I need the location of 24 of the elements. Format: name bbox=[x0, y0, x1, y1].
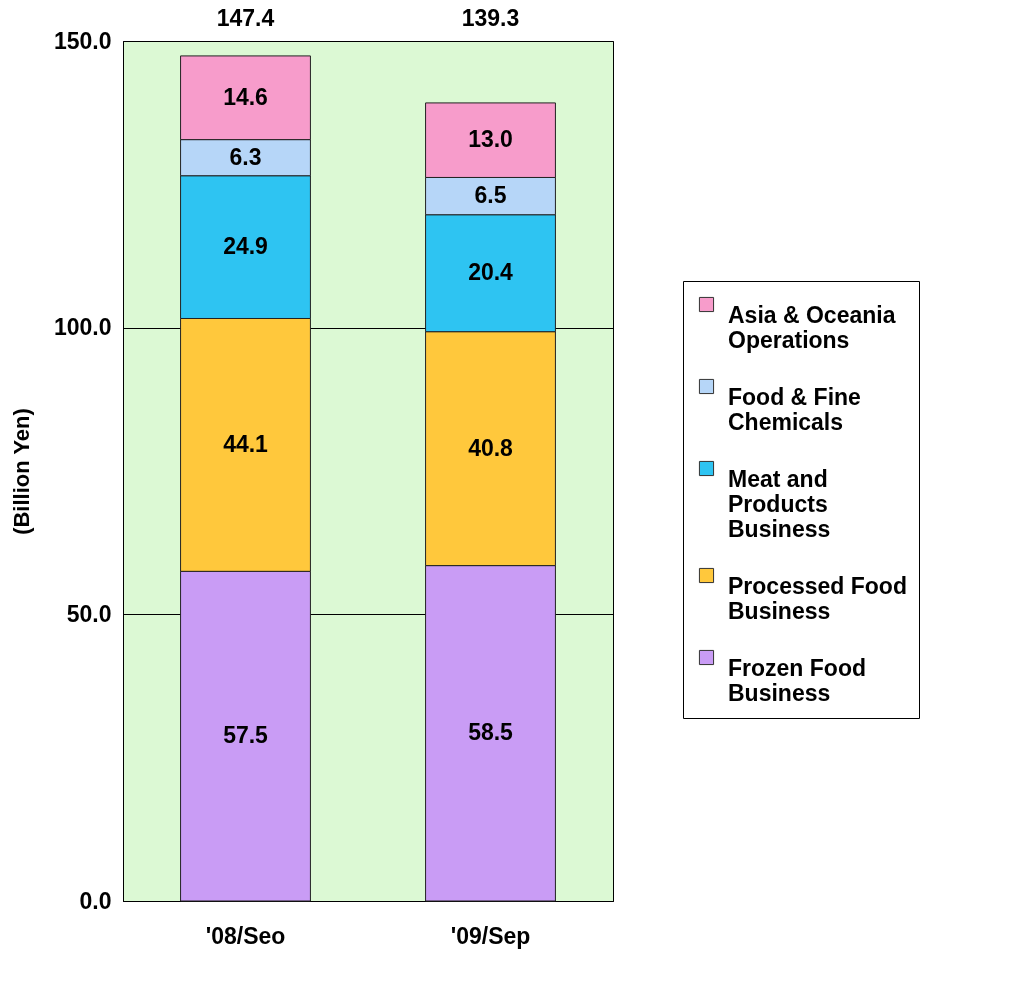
y-tick-label: 100.0 bbox=[53, 314, 112, 341]
text: 13.0 bbox=[468, 126, 513, 153]
y-tick-label: 50.0 bbox=[66, 600, 112, 627]
text: 6.3 bbox=[229, 143, 262, 170]
text: 20.4 bbox=[468, 259, 513, 286]
legend-label: Meat and Products Business bbox=[728, 465, 831, 542]
text: 58.5 bbox=[468, 719, 513, 746]
text: 40.8 bbox=[468, 434, 513, 461]
text: 24.9 bbox=[223, 233, 268, 260]
total-label: 147.4 bbox=[216, 5, 275, 31]
legend-label: Food & Fine Chemicals bbox=[728, 383, 861, 435]
total-label: 139.3 bbox=[461, 5, 520, 31]
text: 14.6 bbox=[223, 83, 268, 110]
text: 57.5 bbox=[223, 722, 268, 749]
y-tick-label: 150.0 bbox=[53, 27, 112, 54]
text: 44.1 bbox=[223, 430, 268, 457]
x-tick-label: '08/Seo bbox=[205, 922, 286, 949]
y-axis-title: (Billion Yen) bbox=[8, 408, 34, 535]
x-tick-label: '09/Sep bbox=[450, 922, 531, 949]
text: 6.5 bbox=[474, 182, 507, 209]
legend-label: Asia & Oceania Operations bbox=[728, 301, 896, 353]
legend-label: Frozen Food Business bbox=[728, 654, 866, 706]
y-tick-label: 0.0 bbox=[79, 887, 112, 914]
legend-label: Processed Food Business bbox=[728, 572, 907, 624]
